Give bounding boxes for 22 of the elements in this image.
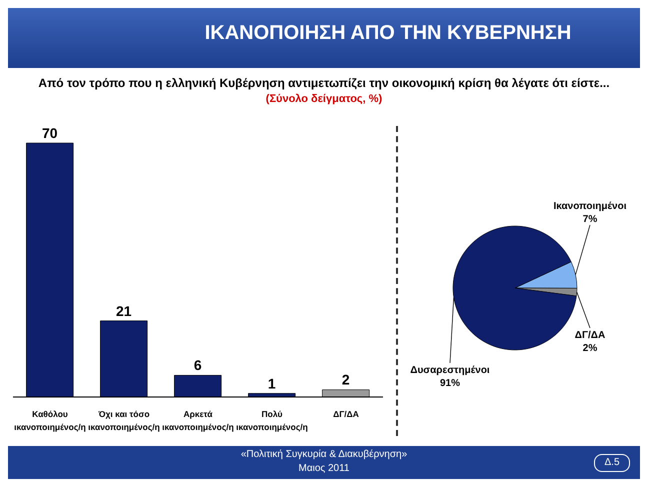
chart-subtitle: Από τον τρόπο που η ελληνική Κυβέρνηση αντιμετωπίζει την οικονομική κρίση θα λέγατε ότι είστε... [37, 76, 611, 90]
data-label: 91% [440, 378, 460, 389]
data-label: 70 [42, 125, 58, 141]
x-tick-label: Καθόλου ικανοποιημένος/η [14, 409, 86, 432]
x-tick-label: ΔΓ/ΔΑ [333, 409, 359, 419]
data-label: 7% [582, 214, 598, 225]
text: «Πολιτική Συγκυρία & Διακυβέρνηση» [240, 449, 408, 460]
text: Δ.5 [594, 454, 630, 472]
slice-label: Ικανοποιημένοι [553, 201, 627, 212]
text: (Σύνολο δείγματος, %) [264, 93, 384, 105]
x-tick-label: Αρκετά ικανοποιημένος/η [162, 409, 234, 432]
data-label: 2% [582, 343, 598, 354]
chart-title: ΙΚΑΝΟΠΟΙΗΣΗ ΑΠΟ ΤΗΝ ΚΥΒΕΡΝΗΣΗ [204, 22, 572, 45]
x-tick-label: Όχι και τόσο ικανοποιημένος/η [88, 409, 160, 432]
slice-label: ΔΓ/ΔΑ [574, 330, 606, 341]
data-label: 6 [194, 357, 202, 374]
data-label: 2 [342, 372, 350, 388]
data-label: 21 [116, 302, 132, 319]
slice-label: Δυσαρεστημένοι [410, 365, 490, 376]
data-label: 1 [268, 375, 276, 392]
text: Μαιος 2011 [298, 463, 350, 474]
x-tick-label: Πολύ ικανοποιημένος/η [236, 409, 308, 432]
